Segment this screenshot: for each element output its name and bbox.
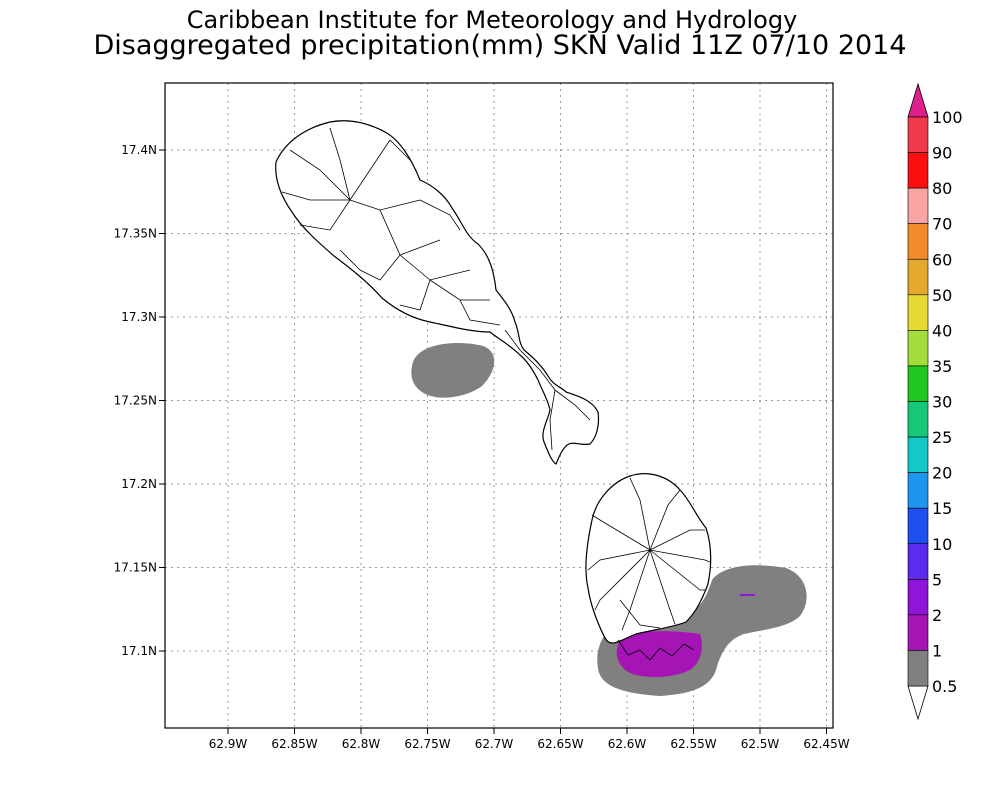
x-tick-label: 62.5W bbox=[741, 737, 780, 751]
x-axis-ticks: 62.9W 62.85W 62.8W 62.75W 62.7W 62.65W 62.6W 62… bbox=[209, 728, 850, 751]
colorbar-swatch bbox=[908, 188, 928, 224]
colorbar-label: 5 bbox=[932, 570, 942, 589]
colorbar-label: 30 bbox=[932, 393, 952, 412]
colorbar-label: 70 bbox=[932, 215, 952, 234]
colorbar: 100 90 80 70 60 50 40 35 30 25 20 15 10 5 2 1 0.5 bbox=[908, 84, 963, 719]
title-line-2: Disaggregated precipitation(mm) SKN Vali… bbox=[93, 30, 906, 61]
colorbar-swatch bbox=[908, 224, 928, 260]
colorbar-label: 25 bbox=[932, 428, 952, 447]
colorbar-label: 35 bbox=[932, 357, 952, 376]
colorbar-swatch bbox=[908, 473, 928, 509]
y-tick-label: 17.3N bbox=[121, 310, 157, 324]
x-tick-label: 62.8W bbox=[342, 737, 381, 751]
x-tick-label: 62.45W bbox=[803, 737, 849, 751]
colorbar-swatch bbox=[908, 295, 928, 331]
colorbar-swatch bbox=[908, 615, 928, 651]
colorbar-label: 1 bbox=[932, 641, 942, 660]
colorbar-label: 100 bbox=[932, 108, 963, 127]
y-axis-ticks: 17.4N 17.35N 17.3N 17.25N 17.2N 17.15N 17.1N bbox=[114, 143, 165, 658]
colorbar-swatch bbox=[908, 330, 928, 366]
x-tick-label: 62.85W bbox=[271, 737, 317, 751]
colorbar-label: 0.5 bbox=[932, 677, 957, 696]
colorbar-swatch bbox=[908, 259, 928, 295]
colorbar-label: 40 bbox=[932, 321, 952, 340]
x-tick-label: 62.6W bbox=[608, 737, 647, 751]
colorbar-swatch bbox=[908, 579, 928, 615]
colorbar-swatch bbox=[908, 366, 928, 402]
colorbar-label: 80 bbox=[932, 179, 952, 198]
x-tick-label: 62.55W bbox=[670, 737, 716, 751]
y-tick-label: 17.4N bbox=[121, 143, 157, 157]
x-tick-label: 62.9W bbox=[209, 737, 248, 751]
colorbar-bottom-arrow bbox=[908, 686, 928, 719]
x-tick-label: 62.7W bbox=[475, 737, 514, 751]
x-tick-label: 62.65W bbox=[537, 737, 583, 751]
colorbar-label: 60 bbox=[932, 250, 952, 269]
colorbar-swatch bbox=[908, 402, 928, 438]
y-tick-label: 17.15N bbox=[114, 561, 157, 575]
colorbar-label: 50 bbox=[932, 286, 952, 305]
y-tick-label: 17.2N bbox=[121, 477, 157, 491]
colorbar-swatch bbox=[908, 437, 928, 473]
x-tick-label: 62.75W bbox=[404, 737, 450, 751]
colorbar-label: 90 bbox=[932, 144, 952, 163]
colorbar-swatch bbox=[908, 117, 928, 153]
colorbar-label: 20 bbox=[932, 464, 952, 483]
colorbar-label: 15 bbox=[932, 499, 952, 518]
colorbar-swatch bbox=[908, 650, 928, 686]
colorbar-label: 2 bbox=[932, 606, 942, 625]
colorbar-label: 10 bbox=[932, 535, 952, 554]
y-tick-label: 17.25N bbox=[114, 394, 157, 408]
y-tick-label: 17.35N bbox=[114, 227, 157, 241]
colorbar-swatch bbox=[908, 153, 928, 189]
colorbar-swatch bbox=[908, 508, 928, 544]
y-tick-label: 17.1N bbox=[121, 644, 157, 658]
colorbar-top-arrow bbox=[908, 84, 928, 117]
colorbar-swatch bbox=[908, 544, 928, 580]
